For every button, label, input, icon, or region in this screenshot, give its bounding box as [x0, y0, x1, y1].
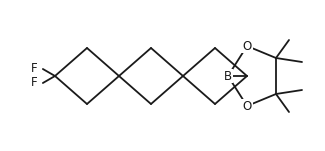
Text: F: F — [31, 63, 38, 76]
Text: O: O — [242, 40, 252, 53]
Text: B: B — [224, 69, 232, 82]
Text: F: F — [31, 77, 38, 90]
Text: O: O — [242, 100, 252, 112]
